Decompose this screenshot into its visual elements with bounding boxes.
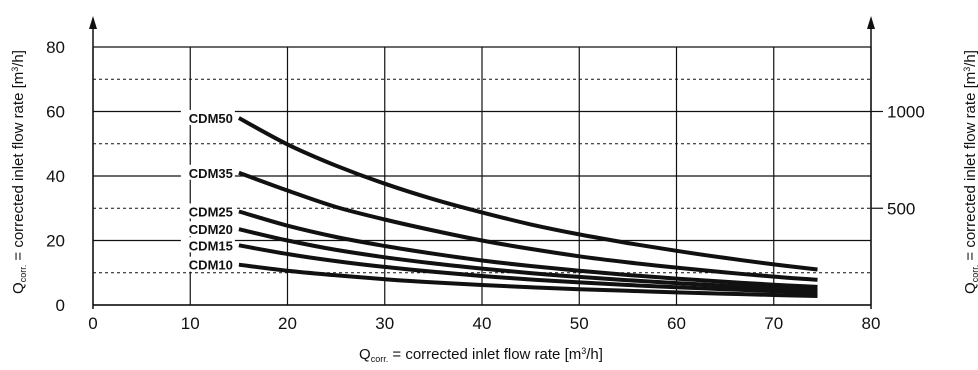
series-curves — [237, 116, 818, 298]
x-tick-label: 50 — [570, 314, 589, 333]
x-axis-title: Qcorr. = corrected inlet flow rate [m3/h… — [359, 346, 603, 364]
series-label-backdrop — [180, 203, 235, 219]
y-tick-label-left: 20 — [46, 232, 65, 251]
x-tick-label: 20 — [278, 314, 297, 333]
series-label-backdrop — [180, 221, 235, 237]
series-label-backdrop — [180, 109, 235, 125]
series-label-cdm15: CDM15 — [189, 238, 233, 253]
series-curve-cdm35 — [238, 170, 818, 282]
x-tick-label: 30 — [375, 314, 394, 333]
series-curve-cdm20 — [238, 227, 818, 292]
y-tick-label-right: 500 — [887, 199, 915, 218]
y-axis-title-left: Qcorr. = corrected inlet flow rate [m3/h… — [10, 50, 28, 294]
series-label-cdm25: CDM25 — [189, 204, 233, 219]
series-curve-cdm25 — [238, 209, 818, 289]
y-tick-label-left: 0 — [56, 296, 65, 315]
series-label-cdm35: CDM35 — [189, 166, 233, 181]
series-label-cdm20: CDM20 — [189, 222, 233, 237]
tick-labels: 0 10 20 30 40 50 60 70 80 0 20 40 60 80 1000 500 — [46, 38, 925, 333]
x-tick-label: 10 — [181, 314, 200, 333]
y-axis-right-arrow — [867, 16, 875, 29]
y-axis-title-right: Qcorr. = corrected inlet flow rate [m3/h… — [962, 50, 978, 294]
y-tick-label-left: 80 — [46, 38, 65, 57]
y-tick-label-left: 60 — [46, 103, 65, 122]
x-tick-label: 70 — [764, 314, 783, 333]
series-label-backdrop — [180, 237, 235, 253]
x-tick-label: 80 — [862, 314, 881, 333]
series-label-backdrop — [180, 164, 235, 180]
axes — [89, 16, 883, 309]
x-tick-label: 0 — [88, 314, 97, 333]
x-tick-label: 60 — [667, 314, 686, 333]
series-curve-cdm50 — [237, 116, 818, 272]
series-curve-cdm10 — [238, 262, 818, 298]
series-curve-cdm15 — [238, 243, 818, 295]
y-axis-left-arrow — [89, 16, 97, 29]
y-tick-label-left: 40 — [46, 167, 65, 186]
series-label-backdrop — [180, 256, 235, 272]
series-label-cdm10: CDM10 — [189, 258, 233, 273]
series-label-cdm50: CDM50 — [189, 111, 233, 126]
x-tick-label: 40 — [473, 314, 492, 333]
y-tick-label-right: 1000 — [887, 103, 925, 122]
